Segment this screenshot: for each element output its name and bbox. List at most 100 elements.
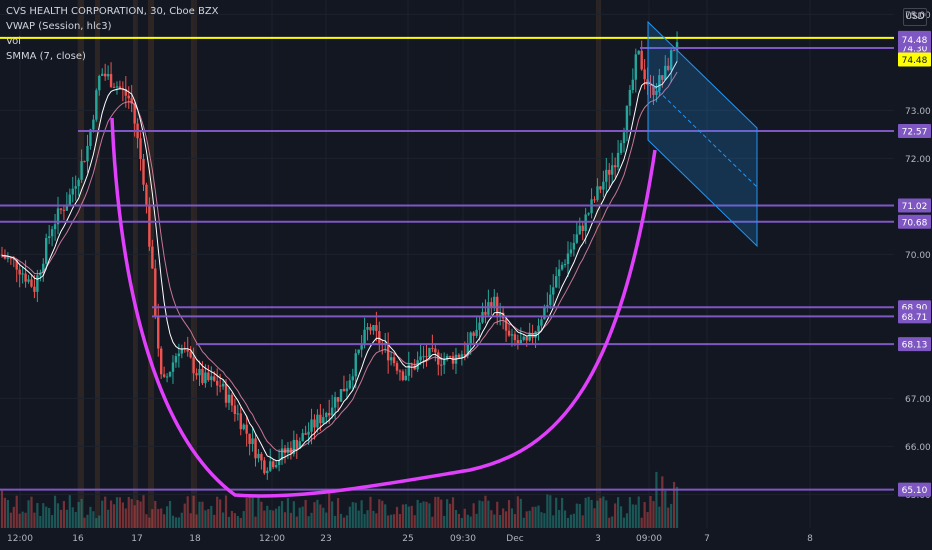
candle-body <box>510 334 514 336</box>
candle-body <box>274 465 278 468</box>
x-tick-label: 12:00 <box>259 534 285 544</box>
x-tick-label: 7 <box>704 534 710 544</box>
volume-bar <box>395 506 399 528</box>
price-tag-level <box>898 482 931 497</box>
volume-bar <box>98 515 101 528</box>
volume-bar <box>9 512 12 528</box>
candle-body <box>401 371 405 380</box>
volume-bar <box>493 514 496 528</box>
candle-body <box>552 287 555 295</box>
volume-bar <box>286 498 290 528</box>
candle-body <box>68 194 71 206</box>
price-tag-current-text: 74.48 <box>902 36 928 46</box>
volume-bar <box>27 500 30 528</box>
candle-body <box>106 74 110 77</box>
volume-bar <box>15 495 18 528</box>
volume-bar <box>555 497 558 528</box>
candle-body <box>316 414 319 428</box>
volume-bar <box>366 510 369 528</box>
volume-bar <box>446 499 449 528</box>
indicator-vwap[interactable]: VWAP (Session, hlc3) <box>6 21 112 32</box>
candle-body <box>675 42 679 51</box>
volume-bar <box>298 507 301 528</box>
symbol-title[interactable]: CVS HEALTH CORPORATION, 30, Cboe BZX <box>6 6 219 17</box>
candle-body <box>378 331 381 344</box>
volume-bar <box>304 499 307 528</box>
x-tick-label: Dec <box>506 534 523 544</box>
indicator-vol[interactable]: Vol <box>6 36 21 47</box>
candle-body <box>560 264 564 270</box>
candle-body <box>189 351 192 358</box>
currency-button[interactable]: USD <box>903 8 927 26</box>
volume-bar <box>513 514 517 528</box>
candle-body <box>634 54 637 80</box>
volume-bar <box>404 504 407 528</box>
y-tick-label: 72.00 <box>905 155 931 165</box>
candle-body <box>0 254 4 257</box>
price-tag-level <box>898 309 931 324</box>
price-tag-level-text: 68.90 <box>902 304 928 314</box>
candle-body <box>86 145 89 162</box>
price-axis[interactable]: 75.0073.0072.0070.0067.0066.0065.0074.51… <box>894 0 932 550</box>
volume-bar <box>649 495 652 528</box>
price-tag-level-text: 65.10 <box>902 486 928 496</box>
volume-bar <box>369 496 372 528</box>
volume-bar <box>384 504 387 528</box>
candle-body <box>239 413 242 430</box>
volume-bar <box>566 517 570 528</box>
cup-curve[interactable] <box>110 117 657 498</box>
volume-bar <box>263 510 266 528</box>
time-axis[interactable]: 12:00 16 17 18 12:00 23 25 09:30 Dec 3 09:00 7 8 <box>0 528 932 550</box>
candle-body <box>42 263 45 273</box>
candle-body <box>95 90 98 120</box>
candle-body <box>504 318 508 331</box>
candle-body <box>466 343 469 356</box>
candle-body <box>628 89 632 106</box>
volume-bar <box>336 498 340 528</box>
volume-bar <box>619 506 623 528</box>
session-band-2 <box>133 0 138 528</box>
volume-bar <box>171 515 175 528</box>
volume-bar <box>251 496 254 528</box>
candle-body <box>425 356 428 358</box>
candle-body <box>101 73 104 76</box>
candle-body <box>6 257 10 259</box>
candle-body <box>21 273 24 275</box>
volume-bar <box>345 515 348 528</box>
candle-body <box>15 259 18 270</box>
candle-body <box>233 405 237 414</box>
candle-body <box>407 364 410 376</box>
volume-bar <box>525 511 528 528</box>
descending-channel[interactable] <box>647 20 758 248</box>
price-tag-level-text: 74.30 <box>902 45 928 55</box>
volume-bar <box>33 512 36 528</box>
session-band-0 <box>78 0 84 528</box>
candle-body <box>151 246 154 269</box>
volume-bar <box>602 496 605 528</box>
candle-body <box>484 311 487 315</box>
candle-body <box>661 75 664 80</box>
candle-body <box>475 329 478 336</box>
candle-body <box>50 229 54 237</box>
candle-body <box>62 209 66 211</box>
volume-bar <box>257 496 260 528</box>
volume-bar <box>280 501 284 528</box>
volume-bar <box>86 514 89 528</box>
candle-body <box>248 433 251 445</box>
volume-bar <box>124 508 127 528</box>
volume-bar <box>6 500 9 528</box>
indicator-smma[interactable]: SMMA (7, close) <box>6 51 86 62</box>
volume-bar <box>269 509 272 528</box>
volume-bar <box>460 518 463 528</box>
y-tick-label: 66.00 <box>905 443 931 453</box>
candle-body <box>77 179 80 187</box>
price-tag-level <box>898 214 931 229</box>
volume-bar <box>18 513 21 528</box>
x-tick-label: 09:00 <box>636 534 662 544</box>
volume-bar <box>646 512 649 528</box>
volume-bar <box>334 515 337 528</box>
candle-body <box>569 249 573 254</box>
volume-bar <box>39 516 42 528</box>
candle-body <box>283 448 287 453</box>
